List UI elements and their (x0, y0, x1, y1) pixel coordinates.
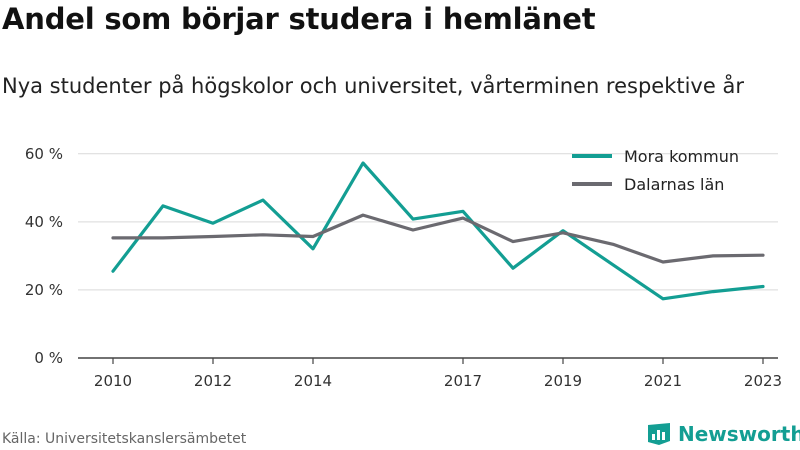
line-chart: 0 % 20 % 40 % 60 % 2010 2012 2014 2017 2019 2021 2… (25, 145, 782, 390)
y-tick-label: 40 % (25, 213, 63, 231)
x-tick-label: 2021 (644, 372, 682, 390)
series-lines (111, 161, 765, 301)
newsworthy-logo-icon (648, 423, 670, 445)
series-line-dalarnas-län (111, 213, 765, 264)
axes: 0 % 20 % 40 % 60 % 2010 2012 2014 2017 2019 2021 2… (25, 145, 782, 390)
legend: Mora kommun Dalarnas län (572, 147, 739, 194)
y-tick-label: 60 % (25, 145, 63, 163)
brand-name: Newsworthy (678, 422, 800, 446)
legend-label: Dalarnas län (624, 175, 724, 194)
y-tick-label: 0 % (34, 349, 63, 367)
x-tick-label: 2012 (194, 372, 232, 390)
x-tick-label: 2017 (444, 372, 482, 390)
x-tick-label: 2014 (294, 372, 332, 390)
brand-logo: Newsworthy (646, 420, 800, 448)
series-line-mora-kommun (111, 161, 765, 301)
x-tick-label: 2019 (544, 372, 582, 390)
chart-title: Andel som börjar studera i hemlänet (2, 2, 596, 36)
x-tick-label: 2010 (94, 372, 132, 390)
source-note: Källa: Universitetskanslersämbetet (2, 431, 247, 447)
chart-subtitle: Nya studenter på högskolor och universit… (2, 74, 744, 98)
legend-label: Mora kommun (624, 147, 739, 166)
x-tick-label: 2023 (744, 372, 782, 390)
grid-lines (78, 153, 778, 291)
y-tick-label: 20 % (25, 281, 63, 299)
